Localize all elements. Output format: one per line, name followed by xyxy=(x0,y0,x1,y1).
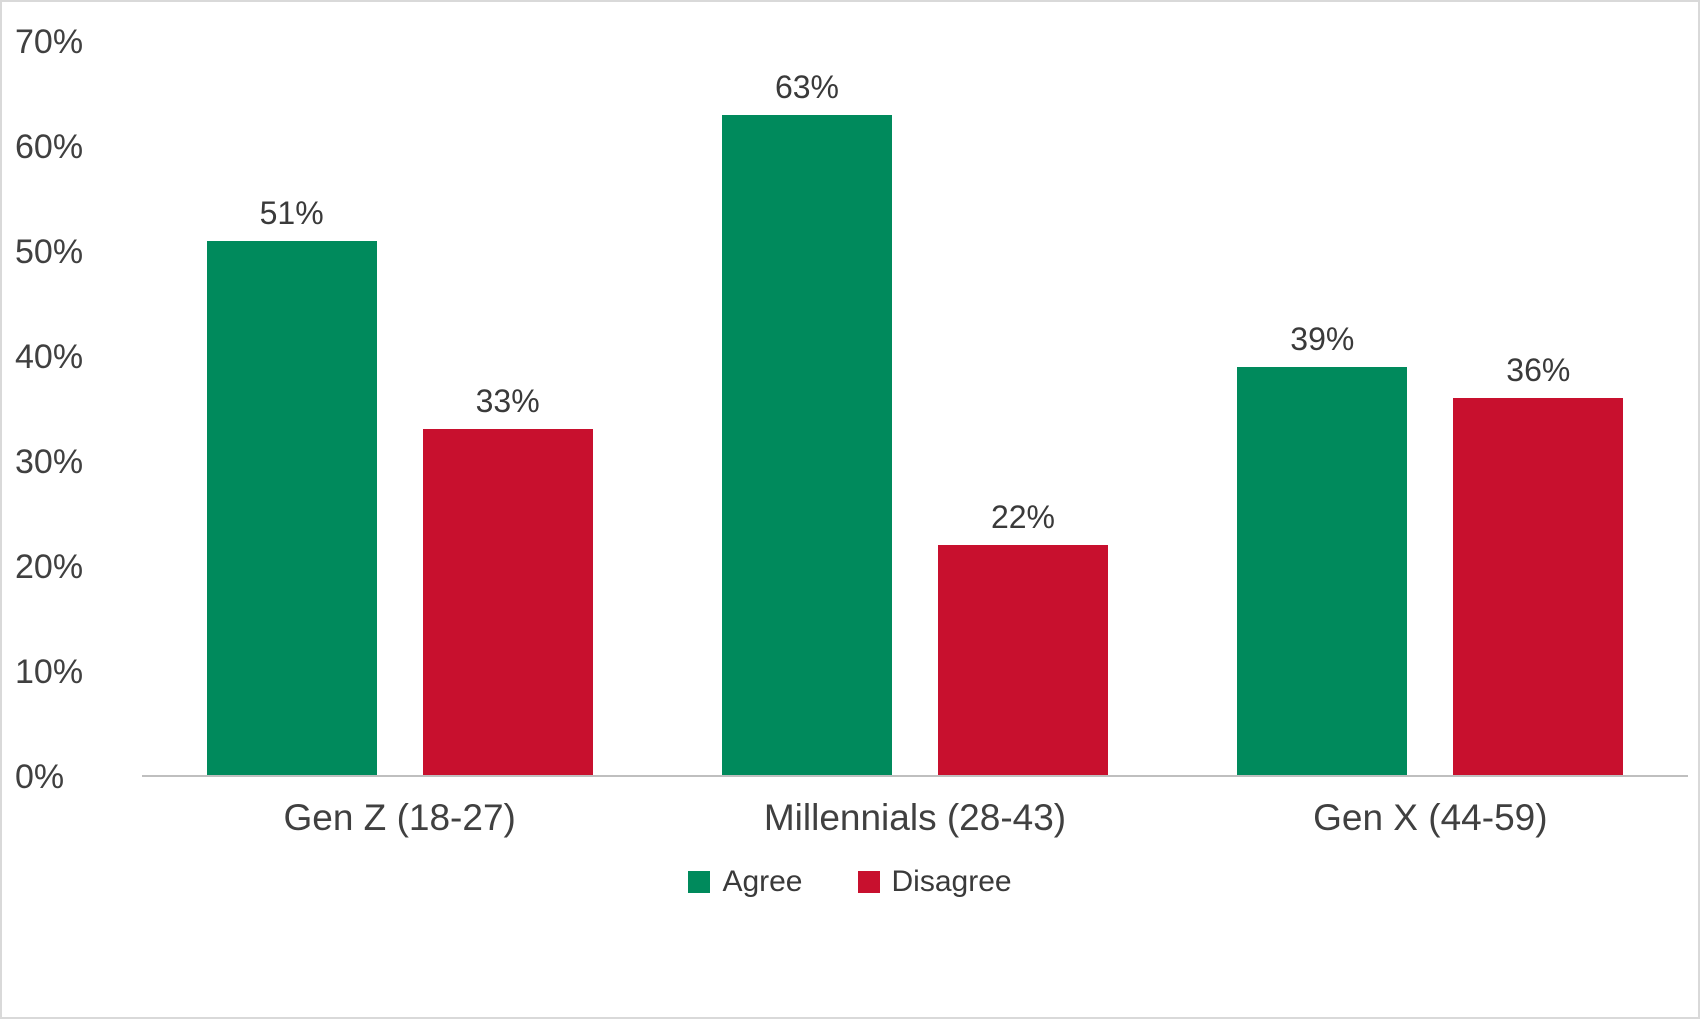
legend-swatch-icon xyxy=(688,871,711,893)
legend-item-disagree: Disagree xyxy=(857,865,1012,899)
data-label: 51% xyxy=(259,194,324,231)
y-tick-label: 20% xyxy=(15,548,84,586)
bar-group: 63% 22% xyxy=(657,42,1172,775)
bar-disagree: 36% xyxy=(1453,42,1624,775)
bar-disagree: 33% xyxy=(422,42,593,775)
y-tick-label: 50% xyxy=(15,233,84,271)
bar-group: 39% 36% xyxy=(1173,42,1688,775)
bar xyxy=(206,240,377,775)
legend-label: Disagree xyxy=(891,865,1012,898)
legend-swatch-icon xyxy=(857,871,880,893)
plot-area: 51% 33% 63% 22% 39% 36% xyxy=(142,42,1688,777)
bar xyxy=(1453,398,1624,775)
bar-group: 51% 33% xyxy=(142,42,657,775)
category-label: Millennials (28-43) xyxy=(763,797,1067,838)
data-label: 22% xyxy=(990,498,1055,535)
x-axis: Gen Z (18-27) Millennials (28-43) Gen X (4… xyxy=(142,797,1688,839)
legend-label: Agree xyxy=(722,865,803,898)
y-tick-label: 70% xyxy=(15,23,84,61)
y-tick-label: 0% xyxy=(15,758,65,796)
legend: Agree Disagree xyxy=(2,865,1698,899)
bar xyxy=(721,115,892,775)
bar-agree: 63% xyxy=(721,42,892,775)
data-label: 36% xyxy=(1506,352,1571,389)
bar xyxy=(422,429,593,775)
y-tick-label: 40% xyxy=(15,338,84,376)
bar xyxy=(1237,366,1408,775)
category-label: Gen X (44-59) xyxy=(1313,797,1548,838)
bar-agree: 39% xyxy=(1237,42,1408,775)
y-tick-label: 10% xyxy=(15,653,84,691)
y-tick-label: 30% xyxy=(15,443,84,481)
legend-item-agree: Agree xyxy=(688,865,803,899)
data-label: 33% xyxy=(475,383,540,420)
category-label: Gen Z (18-27) xyxy=(283,797,516,838)
data-label: 39% xyxy=(1290,320,1355,357)
data-label: 63% xyxy=(774,69,839,106)
y-tick-label: 60% xyxy=(15,128,84,166)
bar-disagree: 22% xyxy=(937,42,1108,775)
y-axis: 0% 10% 20% 30% 40% 50% 60% 70% xyxy=(2,25,142,794)
plot-row: 0% 10% 20% 30% 40% 50% 60% 70% 51% 33% 63% 22% 39% 3… xyxy=(2,25,1698,794)
bar xyxy=(937,544,1108,775)
bar-agree: 51% xyxy=(206,42,377,775)
